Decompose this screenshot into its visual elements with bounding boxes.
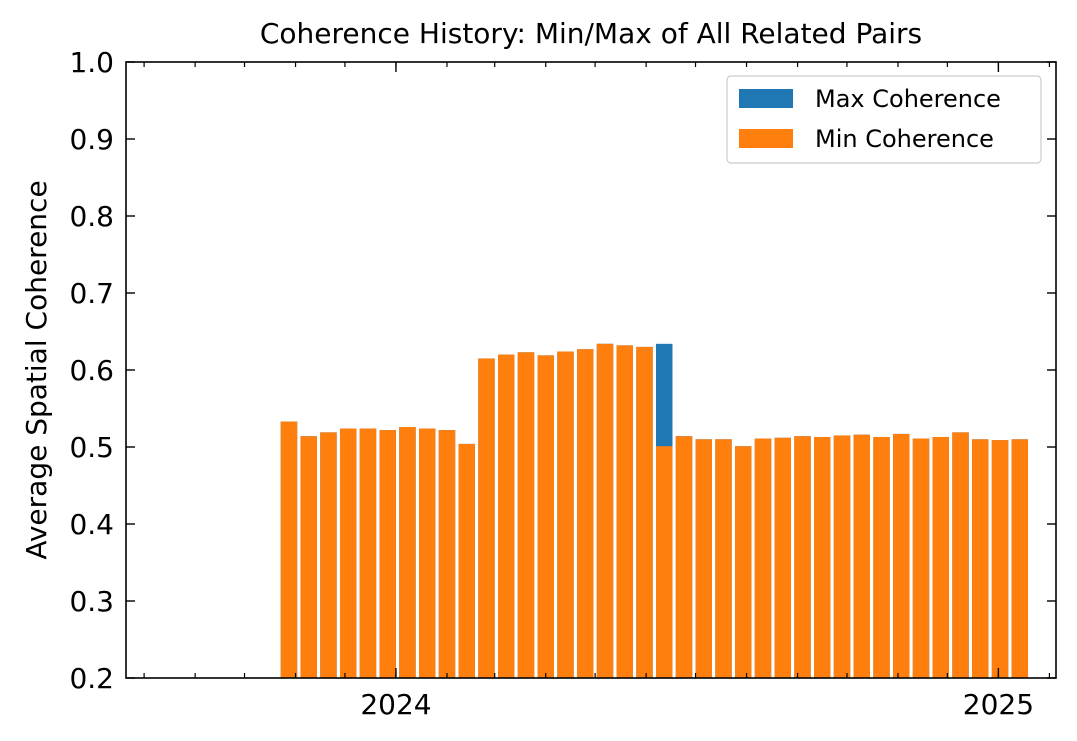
- bar-min: [952, 432, 969, 678]
- chart-title: Coherence History: Min/Max of All Relate…: [260, 17, 922, 50]
- bar-min: [636, 346, 653, 678]
- bar-min: [715, 439, 732, 678]
- bar-min: [498, 354, 515, 678]
- bar-min: [695, 439, 712, 678]
- y-tick-label: 0.5: [69, 431, 114, 464]
- bar-min: [991, 440, 1009, 678]
- bar-min: [478, 358, 495, 678]
- y-axis-label: Average Spatial Coherence: [20, 180, 53, 559]
- bar-min: [379, 430, 396, 678]
- bar-min: [853, 434, 870, 678]
- legend-box: [726, 75, 1042, 164]
- bar-min: [972, 439, 989, 678]
- y-tick-label: 0.9: [69, 123, 114, 156]
- legend-swatch-max: [739, 89, 793, 108]
- y-tick-label: 0.6: [69, 354, 114, 387]
- bar-min: [754, 438, 772, 678]
- x-tick-label: 2024: [360, 688, 431, 721]
- bar-min: [774, 437, 791, 678]
- bar-min: [399, 426, 416, 678]
- bars-group: [280, 343, 1029, 678]
- bar-min: [873, 436, 890, 678]
- y-tick-label: 0.8: [69, 200, 114, 233]
- bar-min: [438, 430, 456, 678]
- bar-min: [339, 428, 357, 678]
- bar-min: [833, 435, 851, 678]
- legend-swatch-min: [739, 129, 793, 148]
- bar-min: [893, 433, 910, 678]
- bar-min: [359, 428, 377, 678]
- y-tick-label: 0.4: [69, 508, 114, 541]
- bar-min: [814, 436, 831, 678]
- bar-min: [537, 355, 554, 678]
- bar-min: [596, 343, 614, 678]
- bar-min: [616, 345, 633, 678]
- bar-min: [320, 432, 337, 678]
- axes-group: 0.2 0.3 0.4 0.5 0.6 0.7 0.8 0.9 1.0 2024 2025: [69, 46, 1057, 721]
- bar-min: [577, 349, 594, 678]
- bar-min: [912, 438, 930, 678]
- legend: Max Coherence Min Coherence: [726, 75, 1042, 164]
- bar-min: [1011, 439, 1029, 678]
- bar-min: [794, 436, 811, 678]
- bar-min: [675, 436, 693, 678]
- y-tick-label: 0.3: [69, 585, 114, 618]
- bar-min: [458, 443, 475, 678]
- bar-min: [932, 436, 950, 678]
- bar-min: [557, 351, 574, 678]
- bar-min: [517, 352, 535, 678]
- y-tick-label: 0.7: [69, 277, 114, 310]
- bar-min: [300, 436, 317, 678]
- bar-min: [418, 428, 436, 678]
- bar-min: [656, 446, 673, 678]
- bar-min: [280, 421, 298, 678]
- y-tick-label: 0.2: [69, 662, 114, 695]
- bar-min: [735, 446, 752, 678]
- x-tick-label: 2025: [963, 688, 1034, 721]
- legend-label-max: Max Coherence: [815, 85, 1001, 113]
- legend-label-min: Min Coherence: [815, 125, 994, 153]
- y-tick-label: 1.0: [69, 46, 114, 79]
